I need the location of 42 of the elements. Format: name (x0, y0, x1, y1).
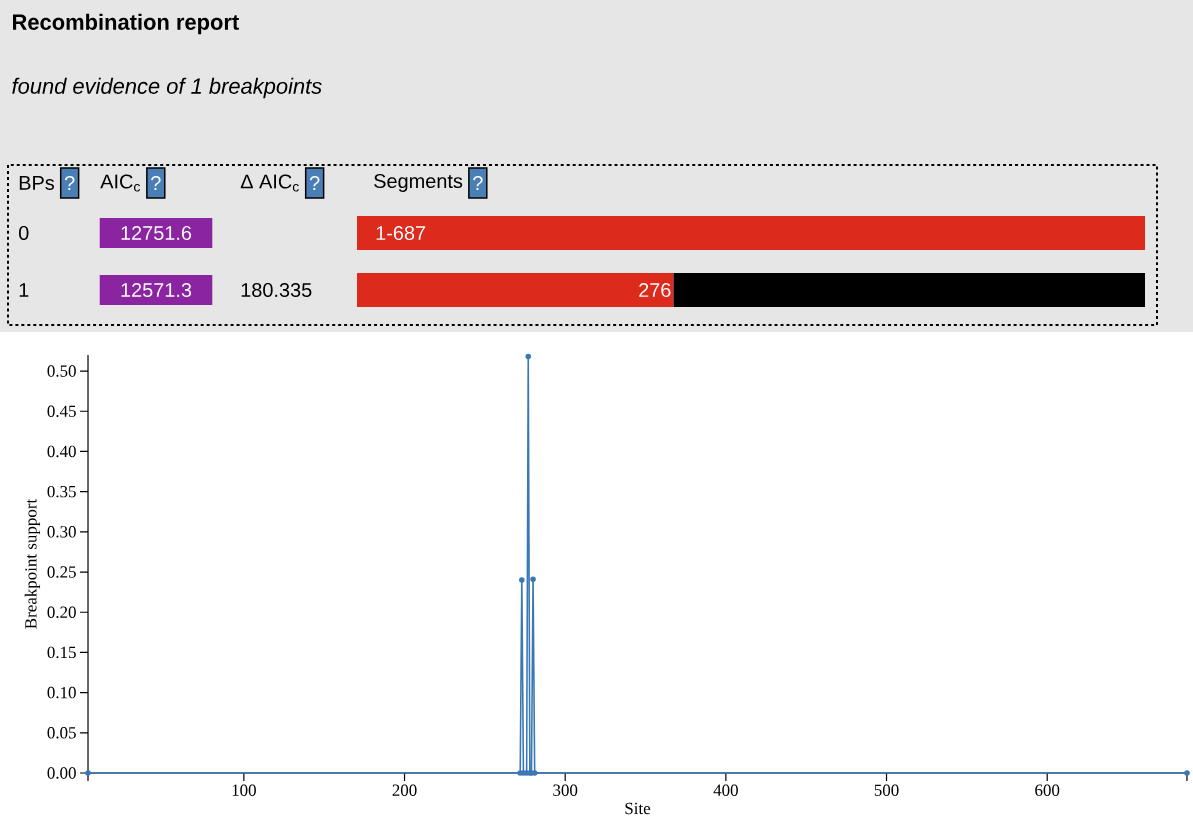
text: 12571.3 (121, 282, 192, 298)
x-tick-label: 600 (1035, 784, 1060, 796)
text: Recombination report (13, 13, 239, 35)
text: ? (473, 176, 483, 190)
data-label: 276 (639, 282, 671, 298)
text: 180.335 (241, 282, 312, 298)
x-tick-label: 100 (232, 784, 256, 796)
text: ? (64, 176, 75, 190)
y-axis-title: Breakpoint support (24, 498, 41, 629)
y-tick-label: 0.45 (47, 405, 76, 418)
point (1184, 770, 1190, 776)
y-tick-label: 0.50 (47, 365, 76, 377)
point (517, 770, 523, 776)
text: found evidence of 1 breakpoints (12, 77, 322, 99)
y-tick-label: 0.30 (47, 526, 76, 538)
data-label: 1-687 (376, 225, 426, 241)
point (525, 353, 532, 360)
y-tick-label: 0.40 (47, 445, 76, 458)
x-tick-label: 400 (713, 784, 738, 796)
y-tick-label: 0.00 (47, 767, 76, 779)
x-axis-title: Site (625, 802, 651, 815)
text: ? (309, 176, 320, 190)
y-tick-label: 0.10 (47, 686, 76, 699)
y-tick-label: 0.25 (47, 566, 76, 578)
x-tick-label: 500 (874, 784, 899, 796)
text: ? (151, 176, 161, 190)
text: 12751.6 (121, 225, 192, 241)
point (519, 577, 525, 583)
category-label: 0 (18, 225, 29, 241)
text: Δ AIC$_{c}$ (240, 174, 299, 192)
point (85, 770, 91, 776)
y-tick-label: 0.20 (47, 606, 76, 618)
point (530, 576, 536, 583)
category-label: 1 (19, 283, 29, 297)
text: AIC$_{c}$ (100, 174, 141, 192)
y-tick-label: 0.05 (47, 727, 76, 739)
x-tick-label: 200 (392, 784, 417, 796)
x-tick-label: 300 (553, 784, 578, 796)
text: BPs (19, 176, 55, 190)
text: Segments (374, 173, 463, 193)
y-tick-label: 0.35 (47, 485, 76, 498)
y-tick-label: 0.15 (47, 646, 76, 659)
